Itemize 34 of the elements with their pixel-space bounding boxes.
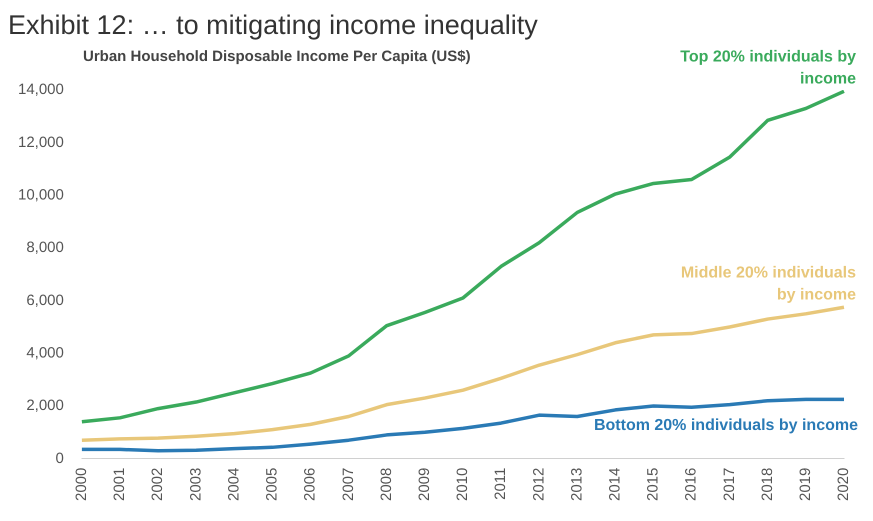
x-tick-label: 2019 — [797, 468, 814, 502]
x-tick-label: 2014 — [606, 468, 624, 502]
y-tick-label: 6,000 — [26, 292, 64, 309]
x-tick-label: 2009 — [416, 468, 433, 502]
x-tick-label: 2020 — [835, 468, 852, 502]
chart-title: Exhibit 12: … to mitigating income inequality — [8, 9, 539, 42]
x-tick-label: 2005 — [264, 468, 281, 502]
y-tick-label: 4,000 — [26, 344, 64, 362]
x-tick-label: 2001 — [111, 468, 128, 502]
y-tick-label: 8,000 — [26, 239, 64, 256]
series-label: Top 20% individuals by income — [680, 48, 856, 88]
x-tick-label: 2007 — [340, 468, 357, 502]
y-tick-label: 14,000 — [18, 81, 64, 98]
x-tick-label: 2004 — [225, 468, 242, 502]
x-tick-label: 2011 — [492, 468, 510, 500]
x-tick-label: 2006 — [302, 468, 319, 502]
x-tick-label: 2016 — [682, 468, 700, 502]
series-label: Bottom 20% individuals by income — [594, 416, 858, 434]
y-tick-label: 2,000 — [26, 397, 64, 414]
x-tick-label: 2002 — [149, 468, 166, 502]
x-tick-label: 2017 — [720, 468, 738, 502]
x-tick-label: 2018 — [758, 468, 776, 502]
x-tick-label: 2003 — [187, 468, 204, 502]
x-tick-label: 2013 — [568, 468, 586, 502]
x-tick-label: 2012 — [530, 468, 548, 502]
chart-subtitle: Urban Household Disposable Income Per Capita (US$) — [83, 48, 471, 65]
x-tick-label: 2010 — [454, 468, 472, 502]
series-label: Middle 20% individuals by income — [680, 264, 856, 304]
y-tick-label: 0 — [56, 450, 64, 467]
x-tick-label: 2015 — [644, 468, 662, 502]
x-tick-label: 2000 — [73, 468, 90, 502]
y-tick-label: 10,000 — [18, 186, 64, 204]
x-tick-label: 2008 — [378, 468, 395, 502]
y-tick-label: 12,000 — [18, 134, 64, 151]
